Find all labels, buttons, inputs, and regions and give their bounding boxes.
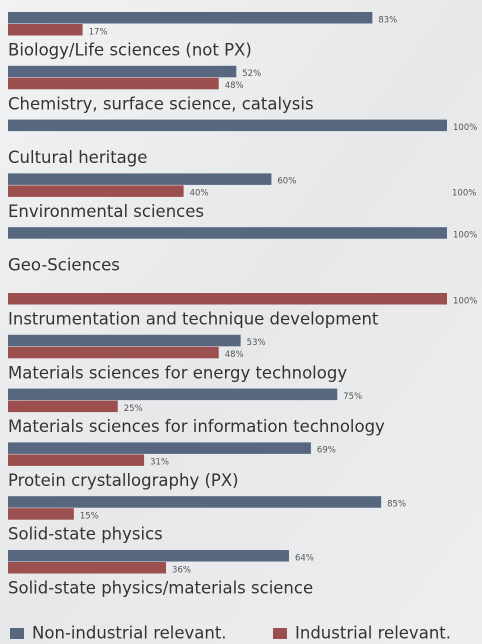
bar [8, 173, 272, 185]
category-label: Solid-state physics/materials science [8, 579, 313, 598]
category-label: Cultural heritage [8, 148, 147, 167]
value-label: 31% [150, 458, 169, 468]
value-label: 48% [225, 350, 244, 360]
category-label: Environmental sciences [8, 202, 204, 221]
bar [8, 388, 338, 401]
bar [8, 454, 145, 466]
bar [8, 562, 167, 574]
value-label: 100% [453, 123, 477, 133]
category-label: Geo-Sciences [8, 256, 120, 275]
bar [8, 334, 241, 347]
value-label: 75% [343, 392, 362, 402]
bar [8, 442, 311, 454]
bar [8, 496, 382, 508]
bar [8, 400, 118, 413]
bar [8, 293, 447, 305]
value-label: 100% [453, 296, 477, 306]
legend-label: Non-industrial relevant. [32, 624, 227, 643]
value-label: 52% [242, 69, 261, 79]
bar [8, 550, 289, 562]
value-label: 60% [277, 177, 296, 187]
category-label: Materials sciences for energy technology [8, 363, 347, 382]
category-label: Biology/Life sciences (not PX) [8, 41, 252, 60]
annotation: 100% [452, 189, 476, 199]
value-label: 25% [124, 404, 143, 414]
bar [8, 12, 373, 24]
bar [8, 24, 83, 36]
value-label: 85% [387, 499, 406, 509]
value-label: 17% [89, 27, 108, 37]
value-label: 15% [80, 511, 99, 521]
value-label: 83% [378, 15, 397, 25]
value-label: 53% [247, 338, 266, 348]
category-label: Instrumentation and technique developmen… [8, 310, 379, 329]
bar [8, 119, 447, 132]
category-label: Chemistry, surface science, catalysis [8, 94, 314, 113]
value-label: 100% [453, 230, 477, 240]
category-label: Solid-state physics [8, 525, 163, 544]
legend-swatch [273, 628, 287, 639]
bar [8, 65, 237, 78]
bar [8, 346, 219, 359]
legend-swatch [10, 628, 24, 639]
bar [8, 185, 184, 197]
bar [8, 227, 447, 239]
value-label: 48% [225, 81, 244, 91]
value-label: 36% [172, 565, 191, 575]
category-label: Materials sciences for information techn… [8, 417, 385, 436]
value-label: 40% [190, 189, 209, 199]
bar [8, 508, 74, 520]
category-label: Protein crystallography (PX) [8, 471, 239, 490]
bar [8, 77, 219, 90]
value-label: 69% [317, 446, 336, 456]
legend-label: Industrial relevant. [295, 624, 451, 643]
value-label: 64% [295, 553, 314, 563]
